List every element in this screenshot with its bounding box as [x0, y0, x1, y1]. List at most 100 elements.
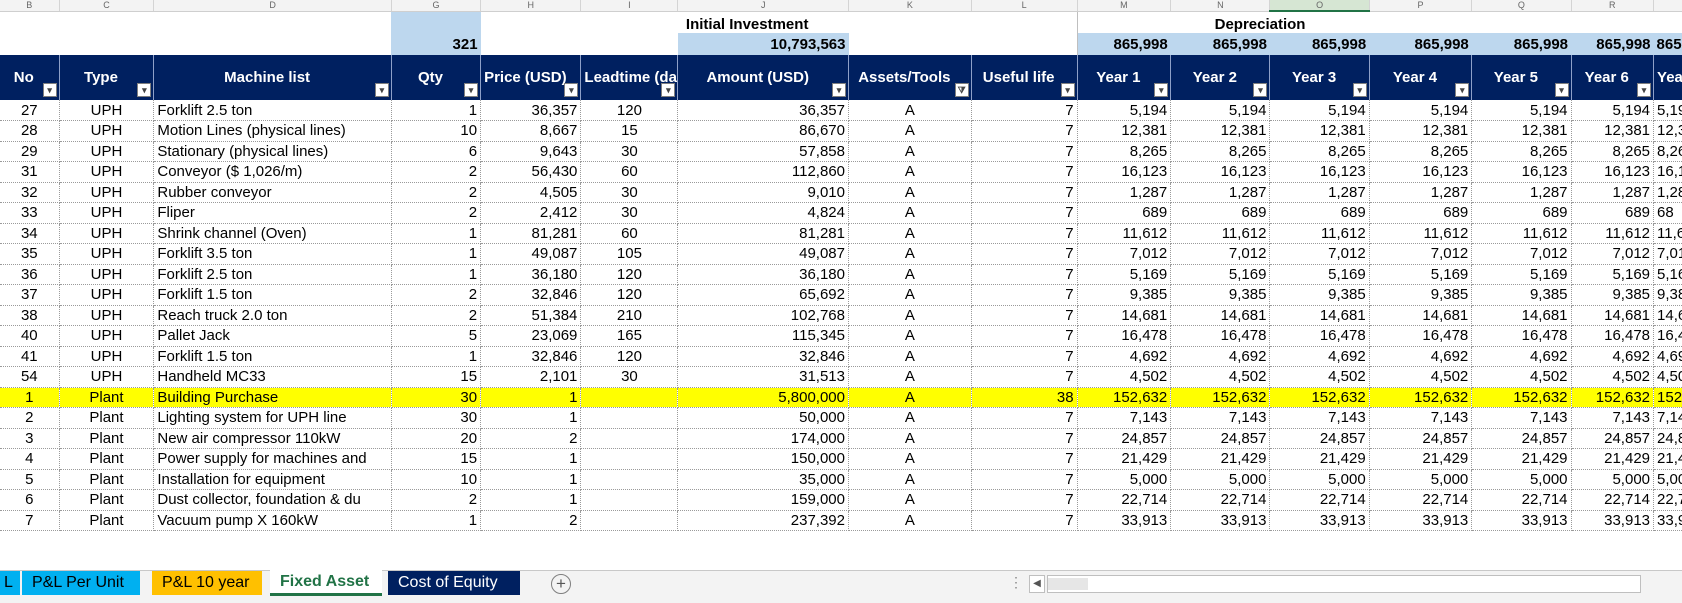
year-total[interactable]: 865,998	[1076, 33, 1171, 55]
cell[interactable]	[481, 33, 581, 55]
leadtime-cell[interactable]	[580, 448, 679, 470]
depreciation-cell[interactable]: 4,502	[1571, 366, 1655, 388]
depreciation-cell[interactable]: 16,123	[1369, 161, 1473, 183]
depreciation-cell[interactable]: 16,478	[1269, 325, 1370, 347]
leadtime-cell[interactable]	[580, 387, 679, 408]
filter-dropdown-icon[interactable]: ▾	[1060, 83, 1075, 97]
amount-cell[interactable]: 36,357	[677, 100, 849, 121]
depreciation-cell[interactable]: 5,000	[1170, 469, 1271, 490]
qty-cell[interactable]: 2	[391, 182, 482, 203]
type-cell[interactable]: Plant	[59, 469, 155, 490]
leadtime-cell[interactable]: 30	[580, 202, 679, 224]
price-cell[interactable]: 49,087	[480, 243, 582, 265]
amount-cell[interactable]: 49,087	[677, 243, 849, 265]
row-number[interactable]: 40	[0, 325, 60, 347]
scrollbar-thumb[interactable]	[1048, 578, 1088, 590]
column-letter[interactable]: I	[580, 0, 679, 12]
column-header[interactable]: Machine list ▾	[153, 55, 392, 100]
year-total[interactable]: 865,998	[1369, 33, 1472, 55]
asset-type-cell[interactable]: A	[848, 120, 972, 142]
depreciation-cell[interactable]: 16,123	[1471, 161, 1572, 183]
leadtime-cell[interactable]: 165	[580, 325, 679, 347]
machine-name[interactable]: Installation for equipment	[153, 469, 392, 490]
leadtime-cell[interactable]: 120	[580, 100, 679, 121]
price-cell[interactable]: 1	[480, 469, 582, 490]
amount-cell[interactable]: 9,010	[677, 182, 849, 203]
useful-life-cell[interactable]: 7	[971, 407, 1078, 429]
amount-cell[interactable]: 35,000	[677, 469, 849, 490]
qty-cell[interactable]: 2	[391, 202, 482, 224]
type-cell[interactable]: UPH	[59, 264, 155, 285]
column-header[interactable]: Amount (USD) ▾	[677, 55, 849, 100]
price-cell[interactable]: 2,412	[480, 202, 582, 224]
useful-life-cell[interactable]: 7	[971, 366, 1078, 388]
useful-life-cell[interactable]: 7	[971, 346, 1078, 367]
type-cell[interactable]: UPH	[59, 223, 155, 244]
filter-dropdown-icon[interactable]: ▾	[1352, 83, 1367, 97]
qty-cell[interactable]: 30	[391, 407, 482, 429]
price-cell[interactable]: 1	[480, 489, 582, 511]
depreciation-cell[interactable]: 33,913	[1571, 510, 1655, 531]
column-header[interactable]: Type ▾	[59, 55, 155, 100]
useful-life-cell[interactable]: 7	[971, 202, 1078, 224]
depreciation-cell[interactable]: 12,381	[1170, 120, 1271, 142]
column-letter[interactable]: B	[0, 0, 60, 12]
asset-type-cell[interactable]: A	[848, 264, 972, 285]
type-cell[interactable]: Plant	[59, 510, 155, 531]
asset-type-cell[interactable]: A	[848, 182, 972, 203]
column-header[interactable]: Qty ▾	[391, 55, 482, 100]
type-cell[interactable]: UPH	[59, 366, 155, 388]
row-number[interactable]: 41	[0, 346, 60, 367]
amount-cell[interactable]: 159,000	[677, 489, 849, 511]
depreciation-cell[interactable]: 4,502	[1369, 366, 1473, 388]
depreciation-cell[interactable]: 7,14	[1653, 407, 1682, 429]
depreciation-cell[interactable]: 1,287	[1269, 182, 1370, 203]
column-letter-selected[interactable]: O	[1269, 0, 1370, 12]
depreciation-cell[interactable]: 5,000	[1471, 469, 1572, 490]
type-cell[interactable]: UPH	[59, 346, 155, 367]
depreciation-cell[interactable]: 5,194	[1571, 100, 1655, 121]
depreciation-cell[interactable]: 22,71	[1653, 489, 1682, 511]
useful-life-cell[interactable]: 7	[971, 100, 1078, 121]
year-total[interactable]: 865,998	[1571, 33, 1654, 55]
leadtime-cell[interactable]	[580, 510, 679, 531]
cell[interactable]	[0, 33, 59, 55]
depreciation-cell[interactable]: 9,385	[1571, 284, 1655, 306]
depreciation-cell[interactable]: 689	[1269, 202, 1370, 224]
depreciation-cell[interactable]: 5,169	[1269, 264, 1370, 285]
qty-cell[interactable]: 30	[391, 387, 482, 408]
depreciation-cell[interactable]: 1,287	[1471, 182, 1572, 203]
depreciation-cell[interactable]: 22,714	[1471, 489, 1572, 511]
year-total[interactable]: 865,998	[1170, 33, 1270, 55]
depreciation-cell[interactable]: 7,012	[1369, 243, 1473, 265]
depreciation-cell[interactable]: 689	[1471, 202, 1572, 224]
depreciation-cell[interactable]: 689	[1077, 202, 1172, 224]
type-cell[interactable]: Plant	[59, 489, 155, 511]
cell[interactable]	[59, 33, 154, 55]
column-letter[interactable]: J	[677, 0, 849, 12]
cell[interactable]	[971, 33, 1077, 55]
depreciation-cell[interactable]: 7,143	[1471, 407, 1572, 429]
depreciation-cell[interactable]: 12,381	[1471, 120, 1572, 142]
type-cell[interactable]: Plant	[59, 428, 155, 449]
row-number[interactable]: 33	[0, 202, 60, 224]
depreciation-cell[interactable]: 4,692	[1471, 346, 1572, 367]
depreciation-cell[interactable]: 7,143	[1369, 407, 1473, 429]
depreciation-cell[interactable]: 24,857	[1471, 428, 1572, 449]
leadtime-cell[interactable]: 105	[580, 243, 679, 265]
depreciation-cell[interactable]: 24,857	[1077, 428, 1172, 449]
column-header[interactable]: Year 1 ▾	[1077, 55, 1172, 100]
column-header[interactable]: Useful life ▾	[971, 55, 1078, 100]
qty-cell[interactable]: 1	[391, 264, 482, 285]
useful-life-cell[interactable]: 7	[971, 284, 1078, 306]
sheet-tab-pl-10-year[interactable]: P&L 10 year	[152, 571, 262, 595]
type-cell[interactable]: UPH	[59, 325, 155, 347]
machine-name[interactable]: Building Purchase	[153, 387, 392, 408]
spreadsheet-grid[interactable]: B C D G H I J K L M N O P Q R S Initial …	[0, 0, 1682, 570]
depreciation-cell[interactable]: 8,26	[1653, 141, 1682, 162]
sheet-tab-l[interactable]: L	[0, 571, 20, 595]
filter-dropdown-icon[interactable]: ▾	[564, 83, 579, 97]
leadtime-cell[interactable]	[580, 469, 679, 490]
depreciation-cell[interactable]: 8,265	[1369, 141, 1473, 162]
column-letter[interactable]: N	[1170, 0, 1271, 12]
